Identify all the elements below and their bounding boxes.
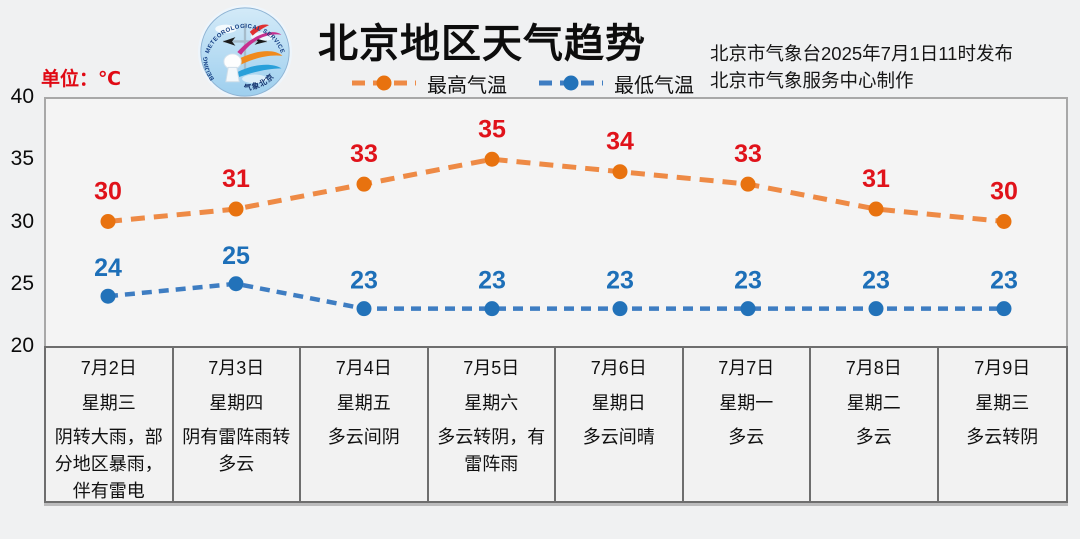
date-label: 7月4日 (335, 358, 392, 378)
min-temp-value-label: 24 (94, 254, 122, 282)
table-cell-day4: 7月5日 星期六 多云转阴，有雷阵雨 (429, 348, 556, 501)
weather-label: 多云转阴，有雷阵雨 (437, 427, 546, 474)
weekday-label: 星期二 (846, 393, 901, 413)
min-temp-point (868, 301, 884, 317)
weekday-label: 星期一 (719, 393, 774, 413)
date-label: 7月7日 (718, 358, 775, 378)
date-label: 7月5日 (463, 358, 520, 378)
weather-label: 多云 (728, 427, 765, 447)
max-temp-point (100, 214, 116, 229)
table-cell-day1: 7月2日 星期三 阴转大雨，部分地区暴雨，伴有雷电 (46, 348, 174, 501)
temperature-chart-plot: 30 31 33 35 34 33 31 30 24 25 23 23 23 23 23 23 (44, 97, 1068, 346)
min-temp-value-label: 23 (990, 267, 1018, 295)
max-temp-value-label: 33 (350, 140, 378, 168)
legend-label-min: 最低气温 (614, 74, 694, 97)
max-temp-point (868, 201, 884, 217)
issuer-line1: 北京市气象台2025年7月1日11时发布 (710, 43, 1013, 64)
table-cell-day7: 7月8日 星期二 多云 (811, 348, 939, 501)
max-temp-value-label: 31 (862, 165, 890, 193)
min-temp-value-label: 23 (350, 267, 378, 295)
issuer-line2: 北京市气象服务中心制作 (710, 69, 914, 91)
min-temp-point (740, 301, 756, 317)
date-label: 7月2日 (80, 358, 137, 378)
min-temp-point (228, 276, 244, 292)
max-temp-line (107, 156, 1005, 224)
issuer-info: 北京市气象台2025年7月1日11时发布 北京市气象服务中心制作 (710, 41, 1013, 94)
y-axis: 40 35 30 25 20 (0, 85, 36, 357)
legend-item-max-temp: 最高气温 (350, 69, 507, 98)
weather-label: 多云间晴 (582, 427, 655, 447)
max-temp-point (356, 176, 372, 192)
y-axis-tick-40: 40 (10, 85, 34, 108)
date-label: 7月9日 (974, 358, 1031, 378)
table-cell-day3: 7月4日 星期五 多云间阴 (301, 348, 429, 501)
table-cell-day6: 7月7日 星期一 多云 (684, 348, 811, 501)
forecast-table: 7月2日 星期三 阴转大雨，部分地区暴雨，伴有雷电 7月3日 星期四 阴有雷阵雨… (44, 346, 1068, 503)
logo-magenta-swoosh (237, 32, 282, 55)
max-temp-value-label: 34 (606, 128, 634, 156)
max-temp-value-label: 30 (990, 178, 1018, 206)
min-temp-value-label: 23 (478, 267, 506, 295)
logo-orange-swoosh (235, 51, 283, 67)
table-cell-day8: 7月9日 星期三 多云转阴 (939, 348, 1067, 501)
max-temp-value-label: 33 (734, 140, 762, 168)
max-temp-point (228, 201, 244, 217)
min-temp-point (484, 301, 500, 317)
weekday-label: 星期五 (336, 393, 391, 413)
max-temp-value-label: 31 (222, 165, 250, 193)
table-cell-day5: 7月6日 星期日 多云间晴 (556, 348, 684, 501)
max-temp-value-label: 30 (94, 178, 122, 206)
max-temp-point (996, 214, 1012, 229)
min-temp-line-swatch-icon (539, 75, 603, 91)
weather-label: 阴有雷阵雨转多云 (182, 427, 291, 474)
max-temp-point (740, 176, 756, 192)
chart-legend: 最高气温 最低气温 (350, 69, 694, 98)
min-temp-point (612, 301, 628, 317)
beijing-meteorological-service-logo: METEOROLOGICAL SERVICE BEIJING 气象北京 (197, 4, 293, 100)
min-temp-value-label: 23 (606, 267, 634, 295)
max-temp-value-label: 35 (478, 115, 506, 143)
weather-label: 多云转阴 (966, 427, 1039, 447)
max-temp-line-swatch-icon (352, 75, 416, 91)
weekday-label: 星期六 (464, 393, 519, 413)
legend-label-max: 最高气温 (427, 74, 507, 97)
max-temp-point (484, 151, 500, 167)
wind-vane-dart2-icon (254, 38, 268, 45)
weather-label: 多云间阴 (327, 427, 400, 447)
page-title: 北京地区天气趋势 (318, 22, 646, 66)
min-temp-line (107, 281, 1004, 311)
min-temp-point (100, 288, 116, 304)
date-label: 7月6日 (590, 358, 647, 378)
min-temp-point (356, 301, 372, 317)
unit-label: 单位：℃ (41, 69, 122, 90)
min-temp-value-label: 23 (862, 267, 890, 295)
y-axis-tick-35: 35 (10, 147, 34, 171)
legend-item-min-temp: 最低气温 (537, 69, 694, 98)
max-temp-point (612, 164, 628, 180)
weekday-label: 星期四 (209, 393, 264, 413)
weekday-label: 星期三 (975, 393, 1030, 413)
min-temp-point (996, 301, 1012, 317)
weather-label: 阴转大雨，部分地区暴雨，伴有雷电 (54, 427, 163, 501)
logo-blue-swoosh (237, 64, 282, 77)
y-axis-tick-20: 20 (10, 334, 34, 357)
weather-label: 多云 (855, 427, 892, 447)
table-cell-day2: 7月3日 星期四 阴有雷阵雨转多云 (174, 348, 301, 501)
weekday-label: 星期日 (591, 393, 646, 413)
y-axis-tick-30: 30 (10, 209, 34, 233)
date-label: 7月3日 (208, 358, 265, 378)
wind-vane-dart-icon (222, 37, 236, 46)
min-temp-value-label: 23 (734, 267, 762, 295)
date-label: 7月8日 (845, 358, 902, 378)
temperature-chart: 30 31 33 35 34 33 31 30 24 25 23 23 23 23 23 23 (94, 115, 1018, 317)
weekday-label: 星期三 (81, 393, 136, 413)
y-axis-tick-25: 25 (10, 271, 34, 295)
min-temp-value-label: 25 (222, 242, 250, 270)
